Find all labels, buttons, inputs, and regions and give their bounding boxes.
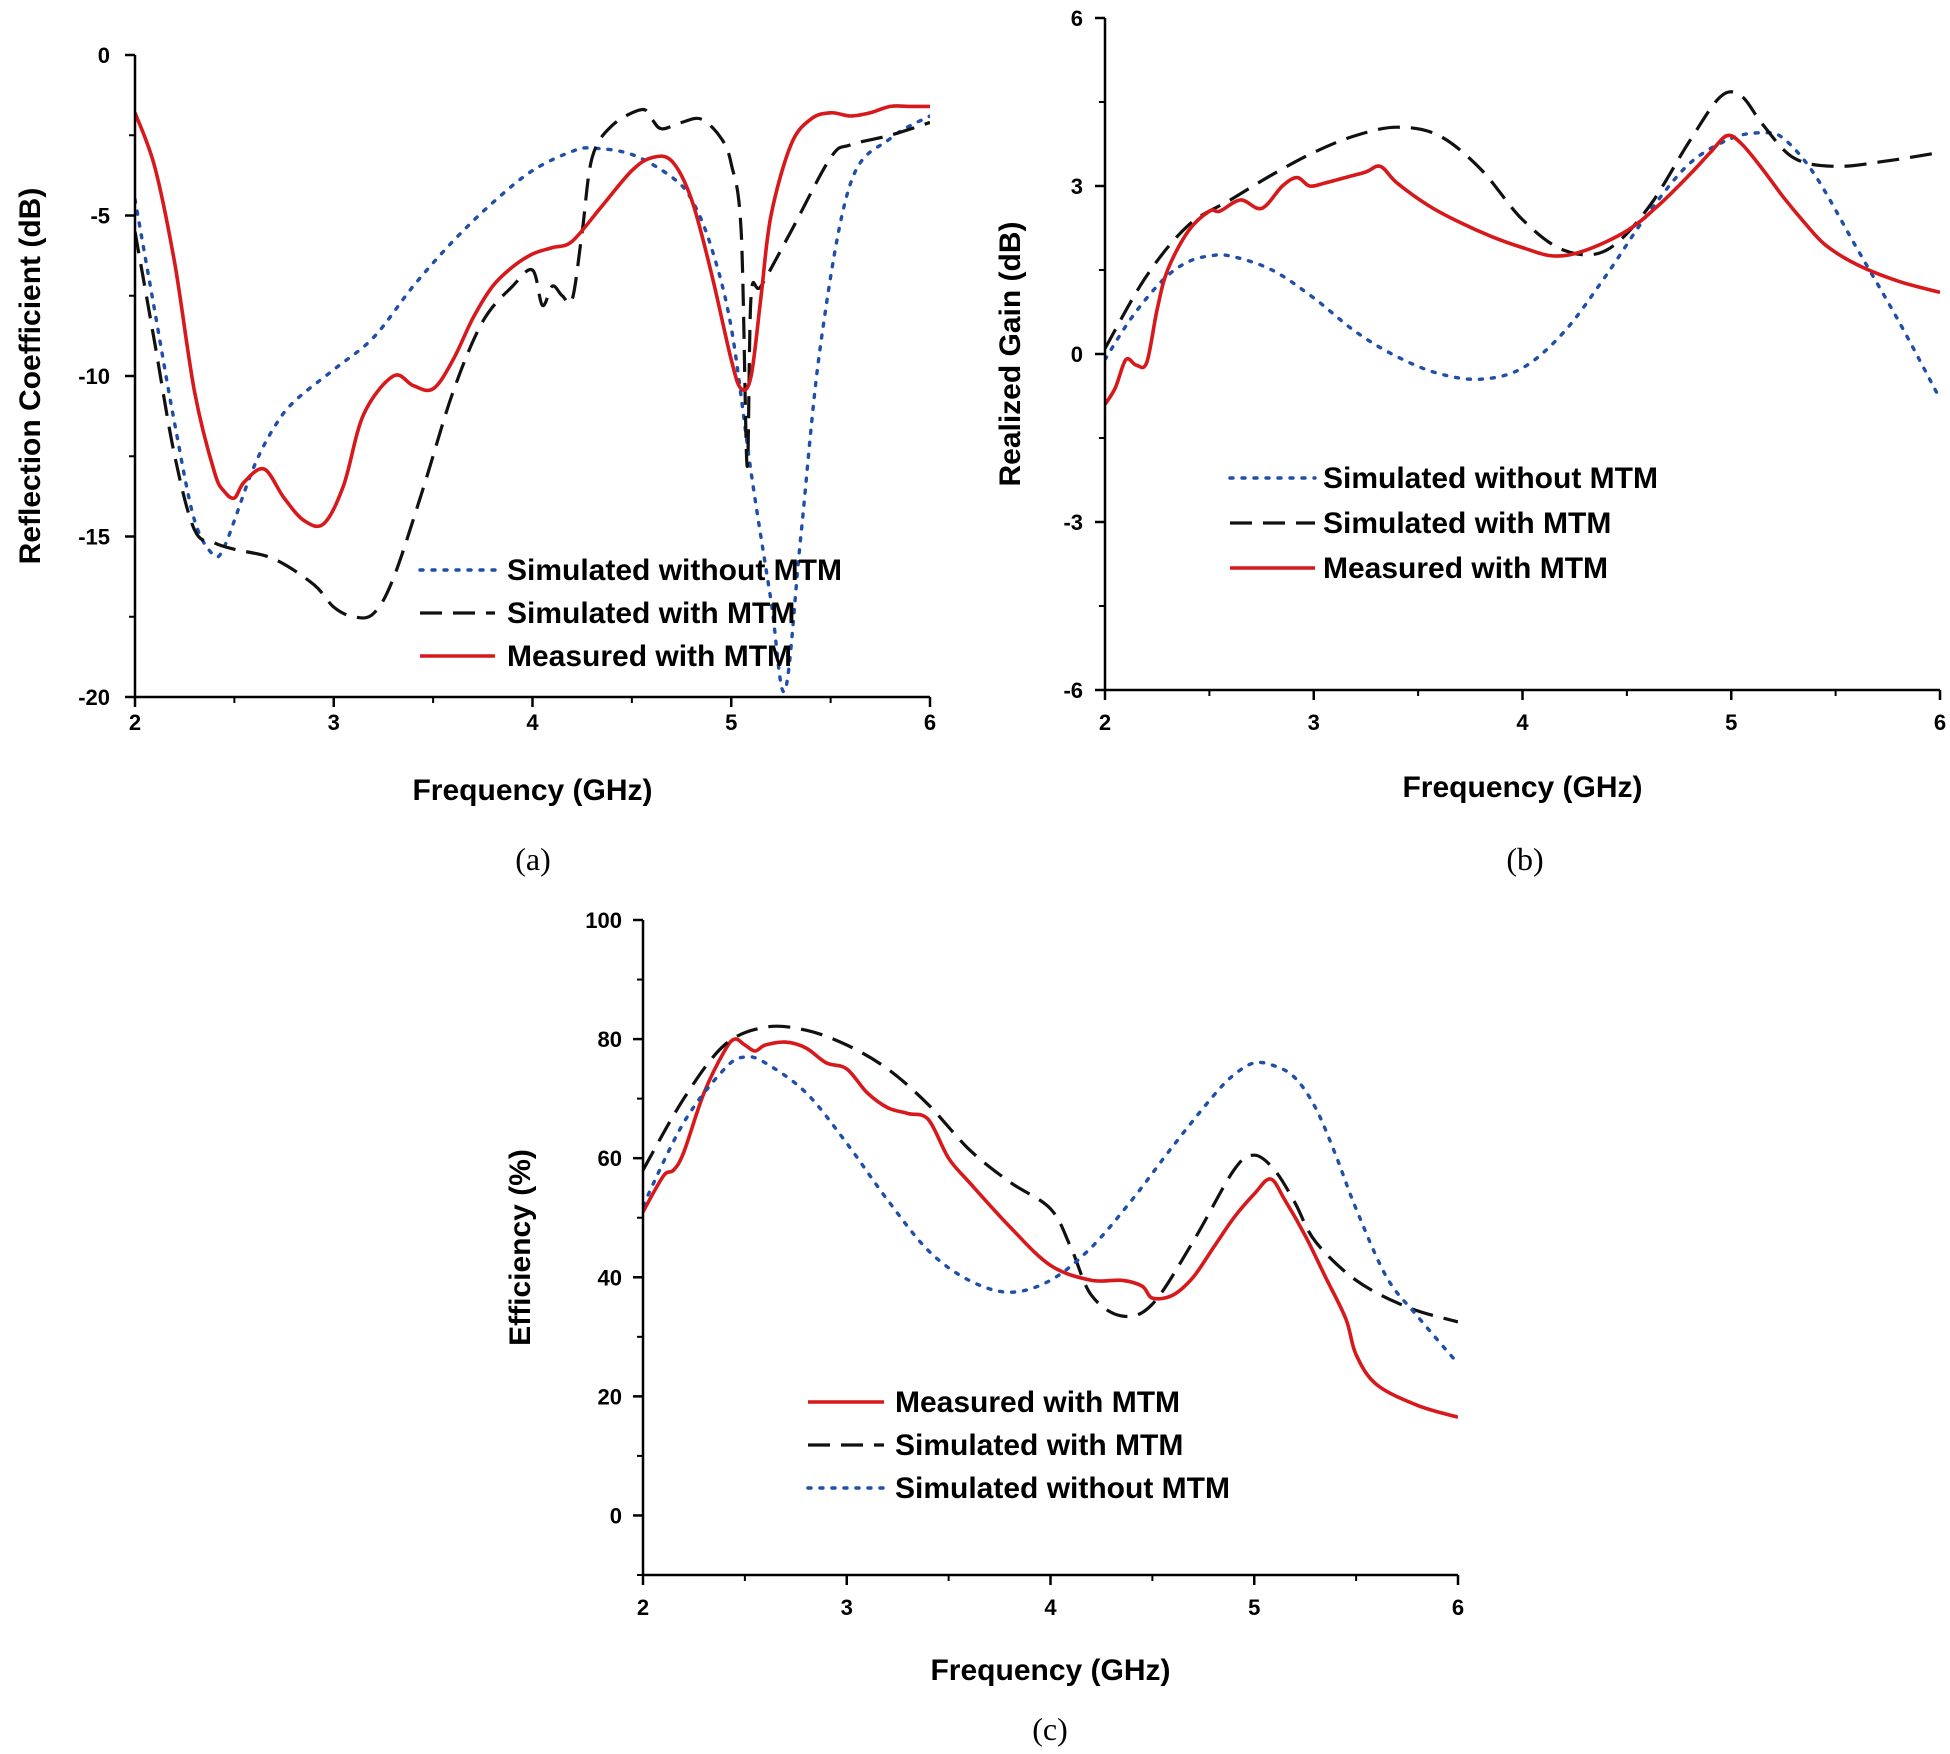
panel-b-x-tick-label: 2 bbox=[1099, 710, 1111, 735]
panel-a-series-group bbox=[135, 104, 930, 694]
panel-a-x-tick-label: 6 bbox=[924, 710, 936, 735]
panel-a-x-axis-label: Frequency (GHz) bbox=[412, 774, 652, 807]
panel-b-legend-label-simulated-without-mtm: Simulated without MTM bbox=[1323, 462, 1658, 495]
panel-a-x-tick-label: 5 bbox=[725, 710, 737, 735]
panel-a-y-tick-label: 0 bbox=[98, 43, 110, 68]
panel-b-y-tick-label: 3 bbox=[1071, 174, 1083, 199]
panel-c-legend-label-simulated-without-mtm: Simulated without MTM bbox=[895, 1472, 1230, 1505]
panel-b-x-tick-label: 4 bbox=[1516, 710, 1529, 735]
panel-c-y-tick-label: 80 bbox=[598, 1027, 622, 1052]
panel-b-realized-gain: 2 3 4 5 6 6 3 0 -3 -6 Frequency (GHz) Realized Gain… bbox=[994, 6, 1946, 877]
panel-a-legend-label-measured-with-mtm: Measured with MTM bbox=[507, 640, 792, 673]
panel-b-x-tick-label: 5 bbox=[1725, 710, 1737, 735]
panel-c-y-tick-label: 0 bbox=[610, 1503, 622, 1528]
panel-c-caption: (c) bbox=[1032, 1711, 1068, 1747]
panel-c-x-tick-label: 5 bbox=[1248, 1595, 1260, 1620]
panel-a-y-axis-label: Reflection Coefficient (dB) bbox=[14, 188, 47, 565]
panel-c-y-tick-label: 40 bbox=[598, 1265, 622, 1290]
panel-a-y-tick-label: -20 bbox=[78, 685, 110, 710]
panel-a-legend-label-simulated-with-mtm: Simulated with MTM bbox=[507, 597, 795, 630]
panel-a-y-tick-label: -10 bbox=[78, 364, 110, 389]
panel-c-legend-label-measured-with-mtm: Measured with MTM bbox=[895, 1386, 1180, 1419]
panel-b-series-group bbox=[1105, 90, 1940, 406]
panel-b-series-simulated-without-mtm bbox=[1105, 130, 1940, 401]
panel-b-caption: (b) bbox=[1506, 841, 1543, 877]
panel-c-x-tick-label: 2 bbox=[637, 1595, 649, 1620]
panel-b-y-tick-label: 0 bbox=[1071, 342, 1083, 367]
panel-b-x-tick-label: 3 bbox=[1308, 710, 1320, 735]
panel-c-series-simulated-with-mtm bbox=[643, 1024, 1458, 1324]
panel-c-legend-label-simulated-with-mtm: Simulated with MTM bbox=[895, 1429, 1183, 1462]
panel-b-x-tick-label: 6 bbox=[1934, 710, 1946, 735]
panel-b-legend-label-simulated-with-mtm: Simulated with MTM bbox=[1323, 507, 1611, 540]
panel-a-caption: (a) bbox=[515, 841, 551, 877]
panel-c-series-simulated-without-mtm bbox=[643, 1054, 1458, 1366]
panel-a-x-tick-label: 4 bbox=[526, 710, 539, 735]
panel-a-x-tick-label: 3 bbox=[328, 710, 340, 735]
panel-c-x-tick-label: 6 bbox=[1452, 1595, 1464, 1620]
panel-c-series-group bbox=[643, 1024, 1458, 1419]
panel-b-series-measured-with-mtm bbox=[1105, 133, 1940, 406]
panel-c-y-tick-label: 60 bbox=[598, 1146, 622, 1171]
panel-c-legend: Measured with MTM Simulated with MTM Simul… bbox=[806, 1386, 1230, 1505]
panel-a-reflection-coefficient: 2 3 4 5 6 0 -5 -10 -15 -20 Frequency (GHz) Reflecti… bbox=[14, 43, 936, 877]
panel-c-series-measured-with-mtm bbox=[643, 1037, 1458, 1419]
panel-a-y-tick-label: -15 bbox=[78, 525, 110, 550]
panel-b-legend-label-measured-with-mtm: Measured with MTM bbox=[1323, 552, 1608, 585]
panel-c-x-tick-label: 4 bbox=[1044, 1595, 1057, 1620]
panel-a-legend-label-simulated-without-mtm: Simulated without MTM bbox=[507, 554, 842, 587]
panel-a-series-simulated-with-mtm bbox=[135, 107, 930, 620]
panel-c-y-axis-label: Efficiency (%) bbox=[504, 1149, 537, 1346]
panel-b-y-tick-label: 6 bbox=[1071, 6, 1083, 31]
panel-c-x-axis-label: Frequency (GHz) bbox=[930, 1654, 1170, 1687]
panel-b-x-axis-label: Frequency (GHz) bbox=[1402, 771, 1642, 804]
panel-b-legend: Simulated without MTM Simulated with MTM M… bbox=[1228, 462, 1658, 585]
panel-a-x-tick-label: 2 bbox=[129, 710, 141, 735]
panel-b-series-simulated-with-mtm bbox=[1105, 90, 1940, 350]
panel-c-y-tick-label: 100 bbox=[585, 908, 622, 933]
panel-a-series-measured-with-mtm bbox=[135, 104, 930, 529]
panel-b-y-tick-label: -6 bbox=[1063, 678, 1083, 703]
panel-c-efficiency: 2 3 4 5 6 100 80 60 40 20 0 Frequency (GHz) Efficien… bbox=[504, 908, 1464, 1747]
panel-c-x-tick-label: 3 bbox=[841, 1595, 853, 1620]
panel-a-y-tick-label: -5 bbox=[90, 204, 110, 229]
panel-a-legend: Simulated without MTM Simulated with MTM M… bbox=[418, 554, 842, 673]
panel-c-y-tick-label: 20 bbox=[598, 1384, 622, 1409]
panel-b-y-tick-label: -3 bbox=[1063, 510, 1083, 535]
panel-b-y-axis-label: Realized Gain (dB) bbox=[994, 221, 1027, 486]
